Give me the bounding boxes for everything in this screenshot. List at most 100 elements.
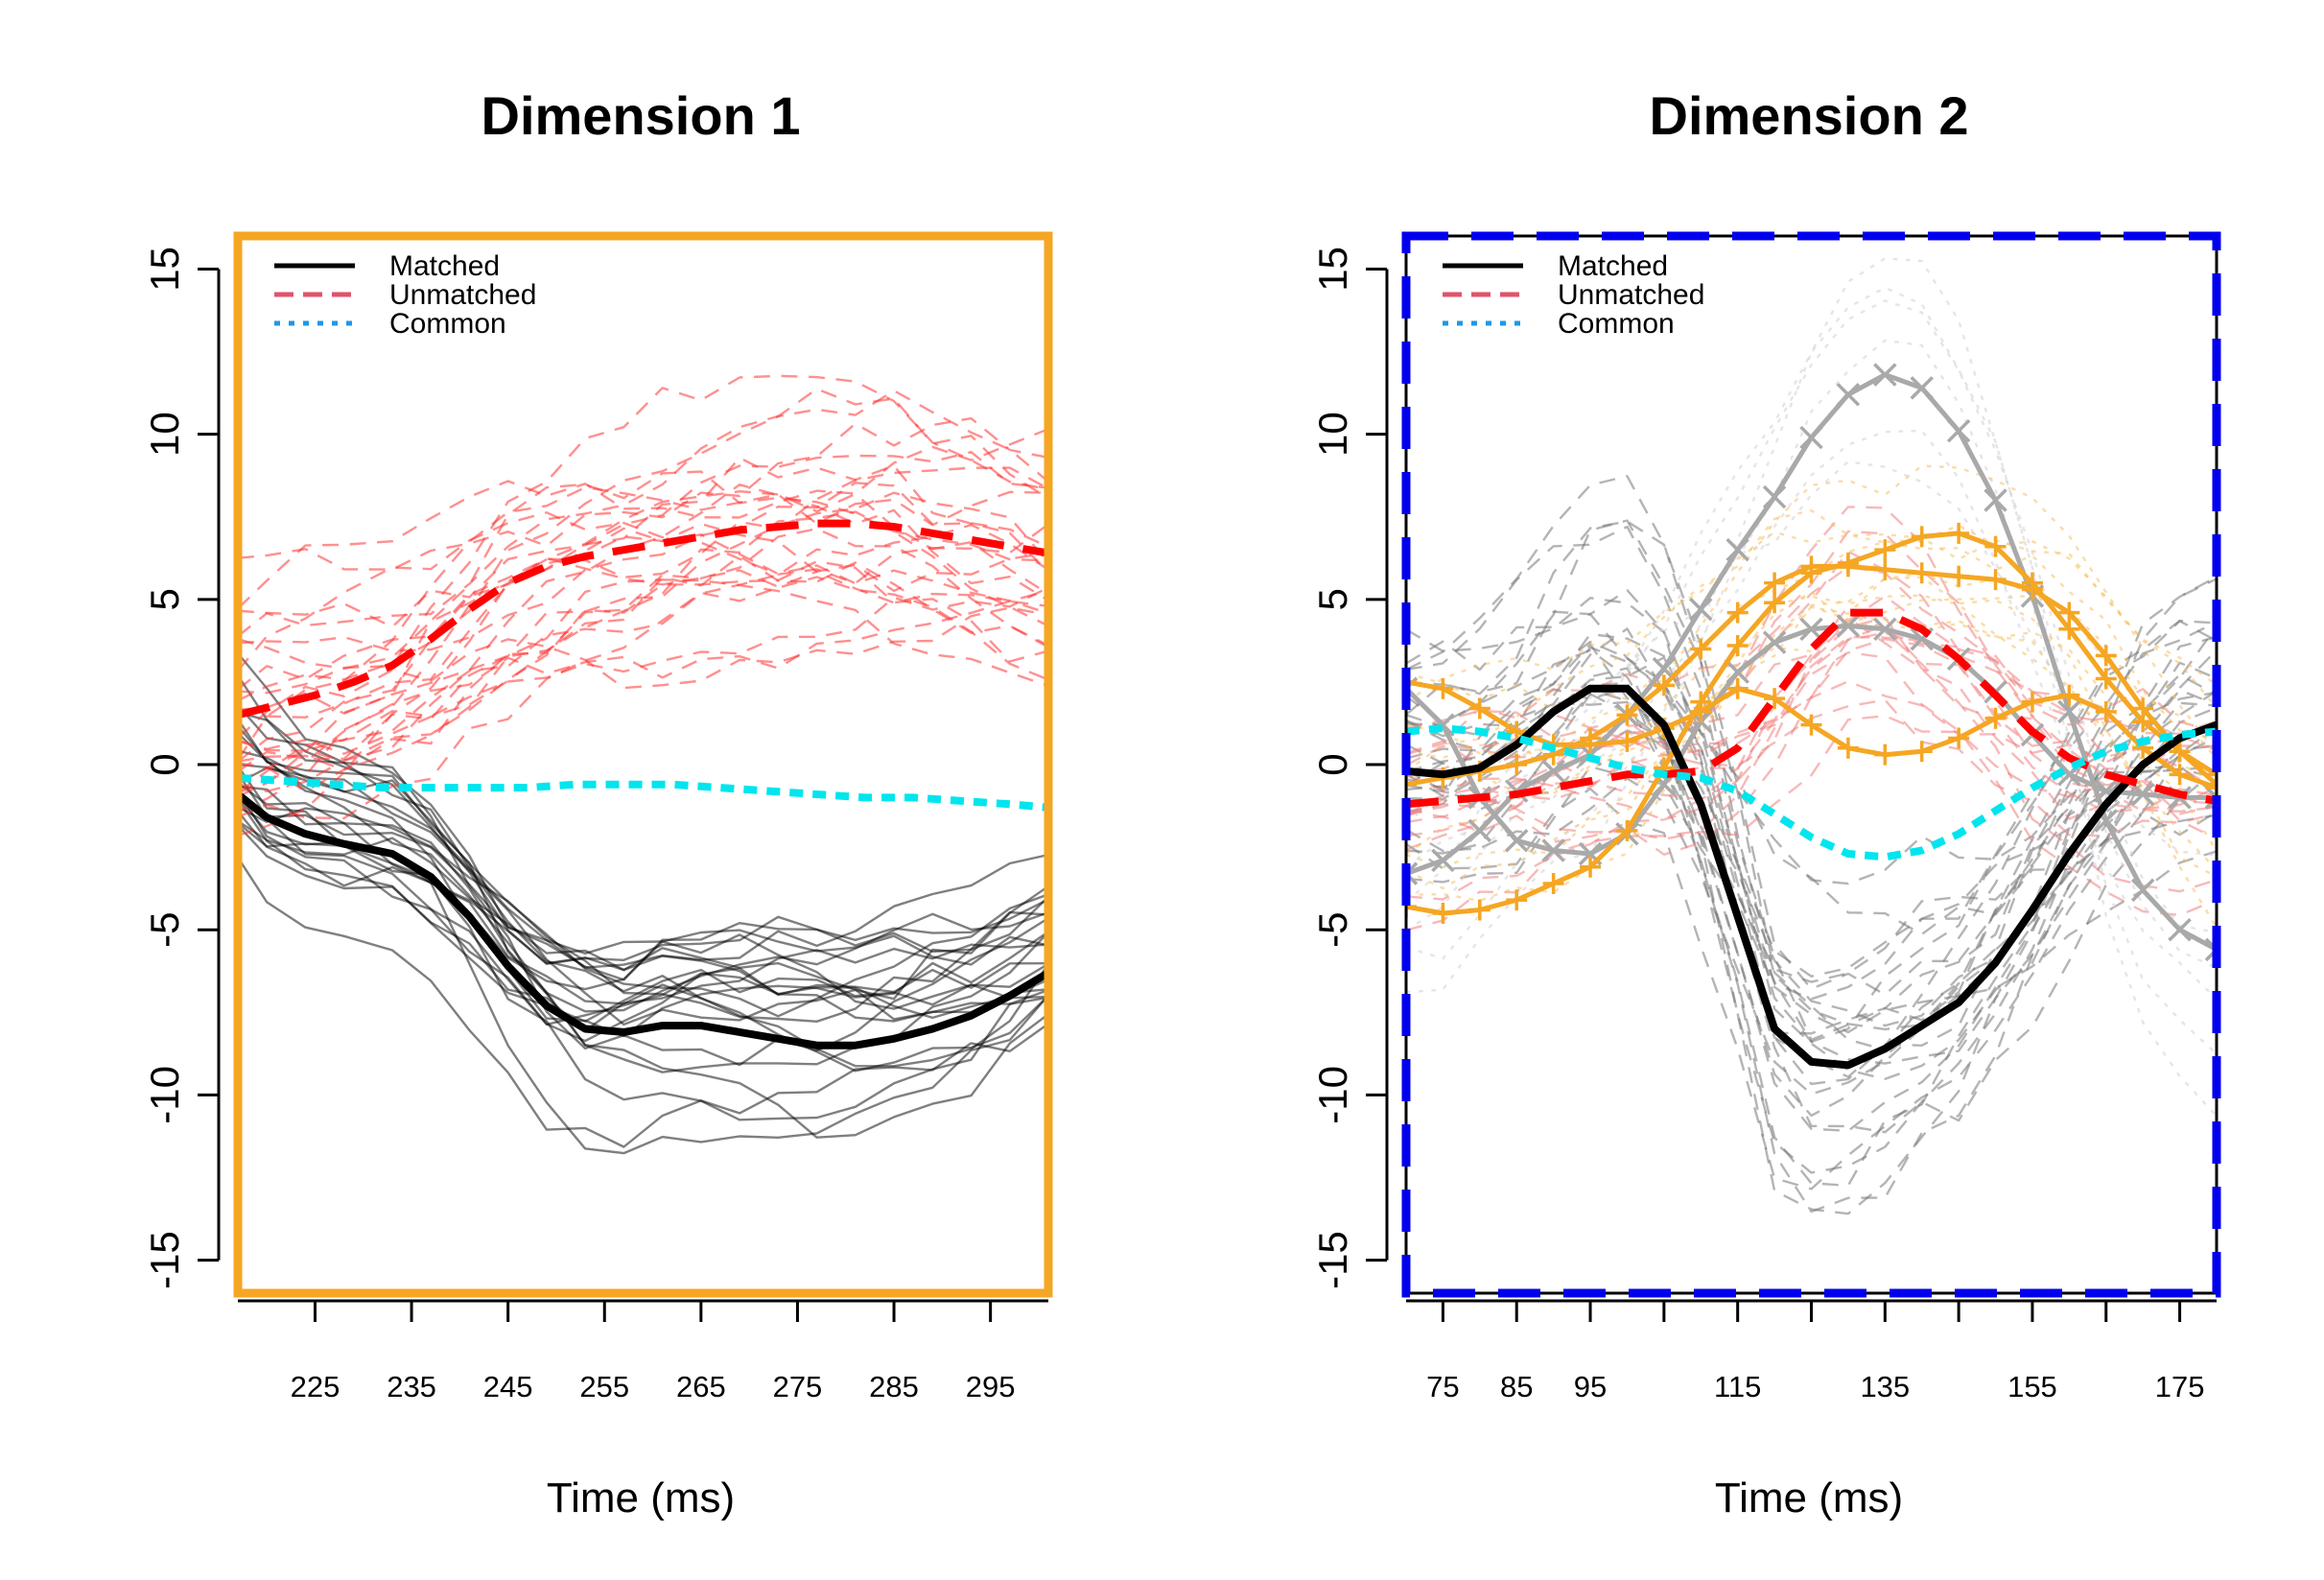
data-point [1948, 565, 1970, 587]
data-point [2058, 601, 2080, 624]
data-point [2206, 777, 2217, 799]
background-curve [238, 428, 1048, 610]
y-tick-label: 0 [1310, 753, 1355, 775]
data-point [1911, 741, 1933, 763]
series-line [1406, 724, 2217, 861]
y-tick-label: -15 [142, 1231, 187, 1289]
background-curve [1406, 613, 2217, 1044]
background-curve [1406, 649, 2217, 1214]
background-curve [1406, 635, 2217, 758]
background-curve [1406, 718, 2217, 978]
data-point [2130, 878, 2155, 903]
data-point [1406, 896, 1417, 918]
y-tick-label: 15 [142, 247, 187, 292]
background-curve [238, 389, 1048, 638]
background-curve [1406, 693, 2217, 1027]
background-curve [238, 388, 1048, 702]
x-tick-label: 75 [1426, 1370, 1459, 1403]
background-curve [238, 527, 1048, 837]
data-point [1432, 677, 1454, 699]
data-point [1837, 737, 1859, 759]
data-point [1946, 418, 1971, 443]
data-point [1984, 488, 2007, 512]
data-point [1616, 730, 1638, 752]
background-curve [238, 576, 1048, 820]
background-curve [238, 763, 1048, 1068]
data-point [1984, 535, 2007, 557]
data-point [1504, 828, 1529, 853]
y-tick-label: 0 [142, 753, 187, 775]
legend-label: Unmatched [389, 279, 536, 311]
background-curve [238, 586, 1048, 794]
y-axis: 15 10 5 0 -5 -10 -15 [142, 247, 221, 1289]
background-curve [1406, 595, 2217, 821]
background-curve [238, 528, 1048, 771]
background-curve [238, 466, 1048, 691]
background-curve [238, 749, 1048, 1026]
data-point [2206, 773, 2217, 795]
data-point [2130, 782, 2155, 807]
x-tick-label: 255 [579, 1370, 629, 1403]
data-point [1506, 720, 1528, 743]
data-point [2095, 668, 2117, 690]
data-point [1406, 861, 1419, 885]
data-point [2021, 691, 2043, 713]
background-curve [1406, 525, 2217, 1042]
data-point [1689, 597, 1713, 622]
background-curve [1406, 640, 2217, 1078]
background-curve [1406, 597, 2217, 1086]
y-tick-label: 5 [1310, 588, 1355, 610]
background-curve [238, 416, 1048, 571]
x-tick-label: 275 [773, 1370, 823, 1403]
data-point [1800, 555, 1822, 578]
y-tick-label: 15 [1310, 247, 1355, 292]
data-point [1836, 383, 1861, 407]
y-tick-label: -15 [1310, 1231, 1355, 1289]
data-point [1616, 819, 1638, 841]
data-point [1874, 539, 1896, 561]
background-curve [1406, 299, 2217, 934]
legend-label: Matched [1558, 250, 1668, 282]
background-curve [238, 470, 1048, 798]
x-tick-label: 285 [869, 1370, 919, 1403]
y-tick-label: 10 [142, 412, 187, 457]
data-point [2021, 578, 2043, 601]
data-point [1948, 727, 1970, 749]
data-point [1468, 899, 1491, 921]
background-curve [238, 482, 1048, 652]
data-point [1690, 700, 1712, 722]
chart-title: Dimension 1 [481, 85, 801, 146]
data-point [1542, 872, 1564, 894]
x-axis: 225 235 245 255 265 275 285 295 [238, 1299, 1048, 1403]
background-curve [1406, 638, 2217, 856]
background-curve [1406, 667, 2217, 1133]
data-point [1984, 707, 2007, 729]
data-point [2169, 741, 2191, 763]
data-point [1764, 592, 1786, 614]
background-curve [238, 857, 1048, 1148]
background-curve [238, 798, 1048, 1023]
plot-area [233, 231, 1053, 1298]
data-point [2169, 764, 2191, 786]
data-point [2168, 917, 2192, 942]
background-curve [1406, 339, 2217, 1055]
background-curve [238, 451, 1048, 628]
data-point [1837, 555, 1859, 578]
background-curve [1406, 550, 2217, 817]
background-curve [238, 652, 1048, 981]
data-point [1874, 558, 1896, 580]
background-curve [238, 578, 1048, 772]
background-curve [1406, 594, 2217, 771]
background-curve [238, 704, 1048, 1067]
background-curve [238, 790, 1048, 1043]
data-point [2132, 697, 2154, 719]
data-point [2058, 684, 2080, 706]
background-curve [1406, 429, 2217, 1001]
data-point [1653, 674, 1675, 696]
data-point [1764, 688, 1786, 710]
x-tick-label: 245 [483, 1370, 533, 1403]
y-axis: 15 10 5 0 -5 -10 -15 [1310, 247, 1389, 1289]
data-point [1467, 818, 1492, 843]
data-point [1764, 572, 1786, 594]
background-curve [238, 606, 1048, 740]
